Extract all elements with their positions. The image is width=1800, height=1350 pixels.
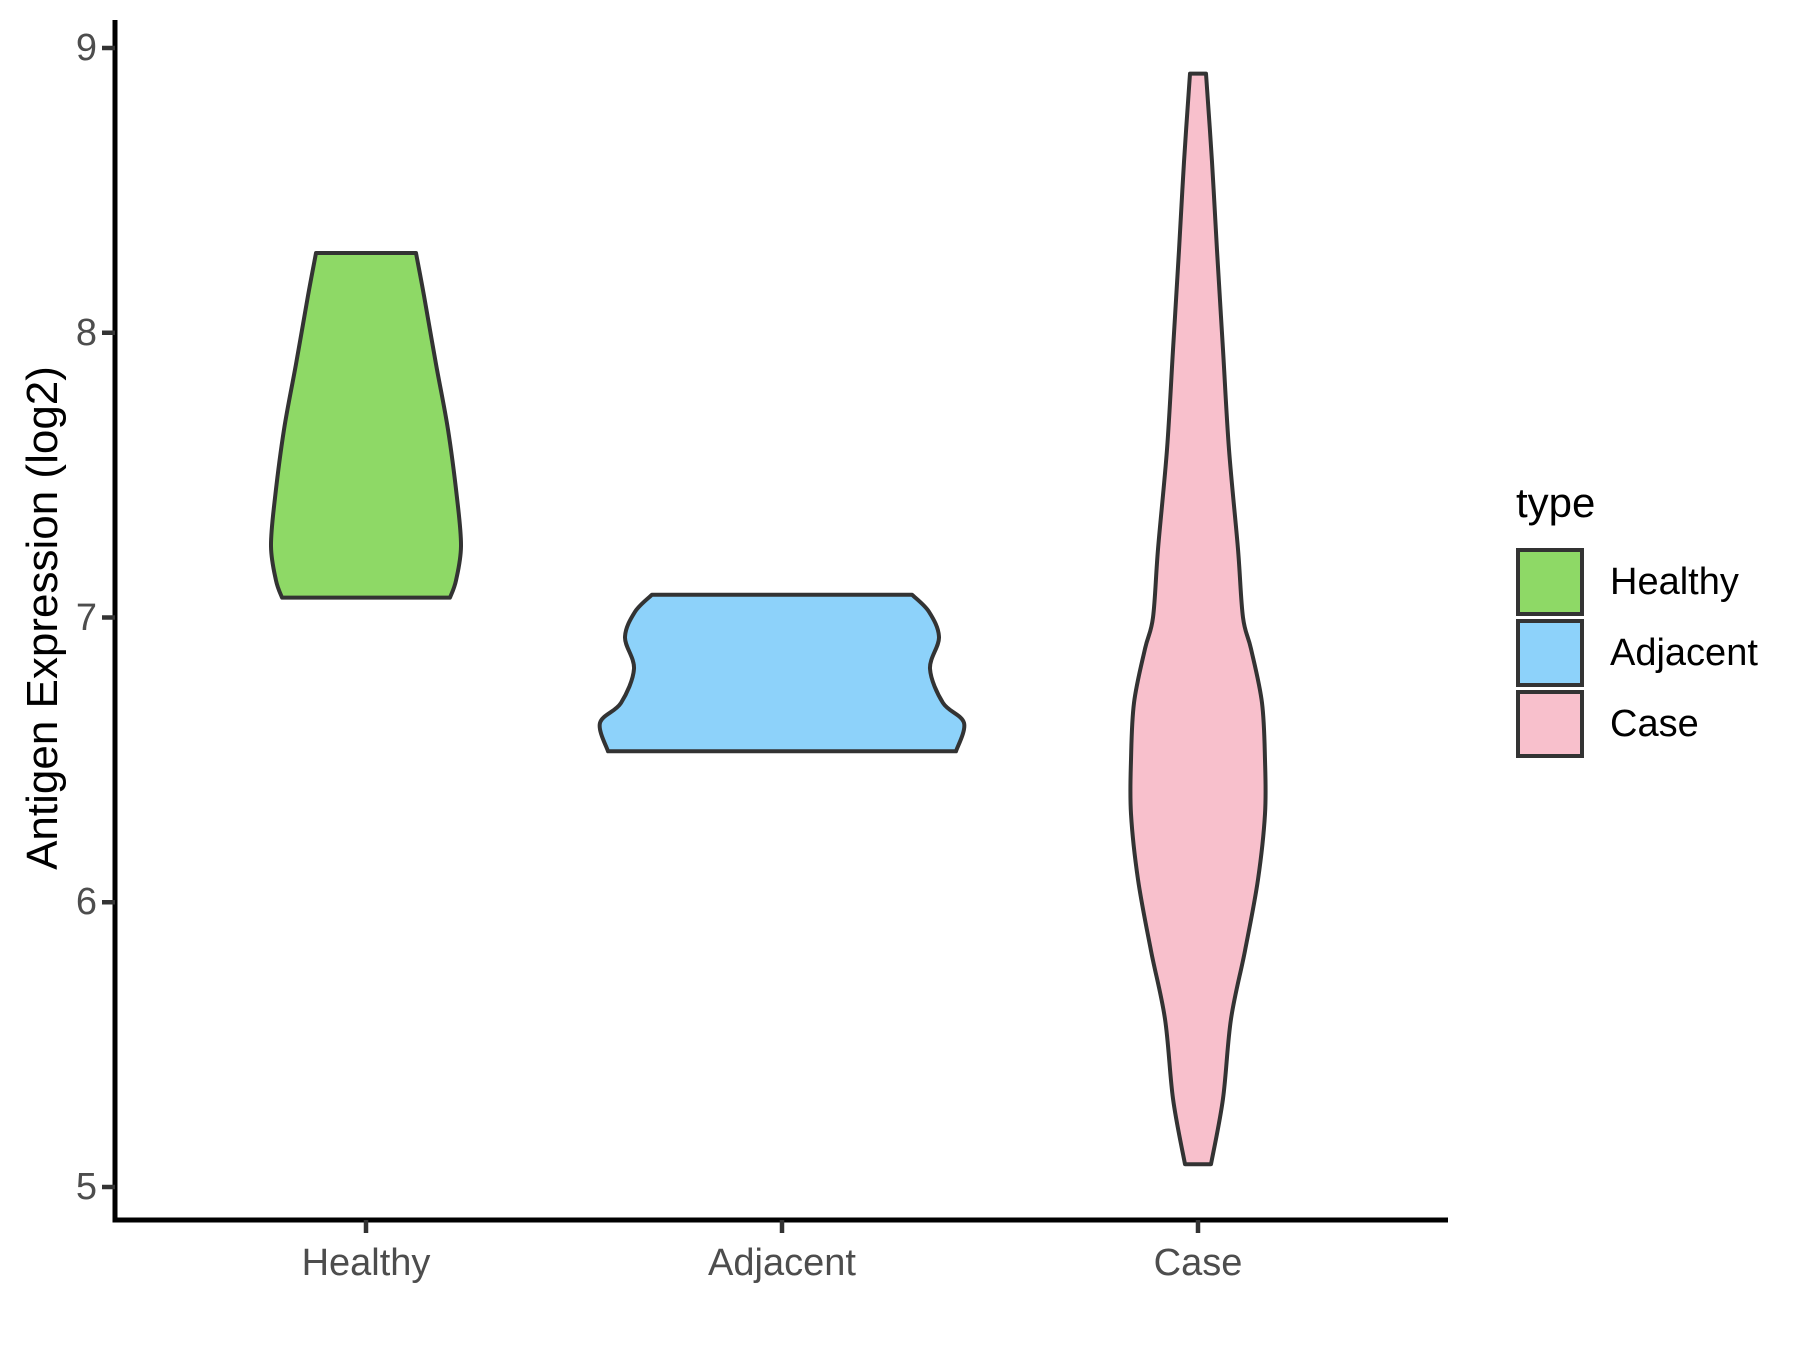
violin-case [1128,71,1268,1167]
legend: type Healthy Adjacent Case [1516,478,1800,761]
legend-label: Healthy [1610,560,1739,603]
legend-entry: Adjacent [1516,619,1800,687]
y-tick-label: 5 [75,1166,97,1208]
y-tick-label: 7 [75,596,97,639]
x-tick-label: Case [1153,1242,1243,1284]
violin-adjacent [597,592,967,754]
legend-key-adjacent [1516,619,1584,687]
legend-title: type [1516,479,1596,526]
legend-label: Case [1610,702,1699,745]
violin-healthy [268,251,464,600]
legend-entry: Case [1516,690,1800,758]
legend-label: Adjacent [1610,631,1758,674]
legend-key-healthy [1516,548,1584,616]
x-tick-label: Adjacent [708,1242,856,1284]
y-tick-label: 6 [75,881,97,924]
legend-entries: Healthy Adjacent Case [1516,548,1800,758]
legend-key-case [1516,690,1584,758]
legend-entry: Healthy [1516,548,1800,616]
x-tick-label: Healthy [301,1242,431,1284]
y-tick-label: 9 [75,27,97,69]
y-tick-label: 8 [75,311,97,354]
